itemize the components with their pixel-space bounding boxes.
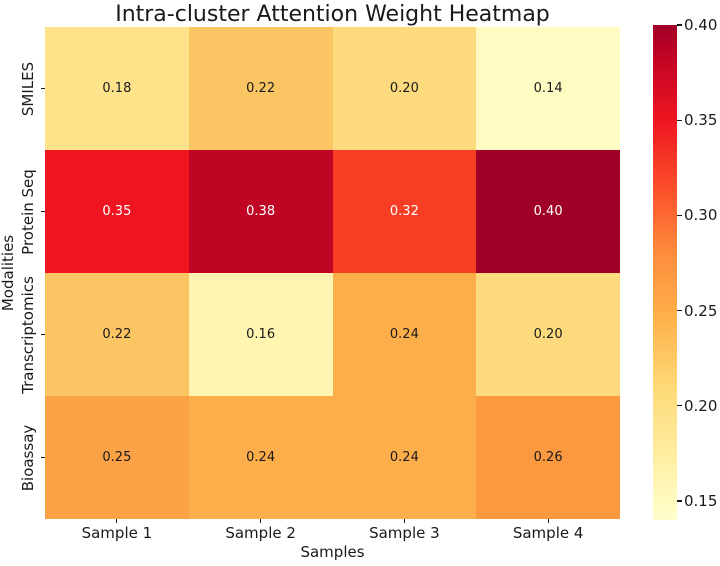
cell-value: 0.32 [389,204,419,219]
heatmap-grid: 0.18 0.22 0.20 0.14 0.35 0.38 0.32 0.40 0.22 0.16… [45,27,620,519]
heatmap-cell: 0.24 [332,273,477,396]
cell-value: 0.20 [389,81,419,96]
cell-value: 0.22 [246,81,276,96]
colorbar-tick-mark [677,214,682,216]
cell-value: 0.18 [102,81,132,96]
heatmap-cell: 0.20 [476,273,620,396]
heatmap-cell: 0.40 [476,150,620,273]
colorbar-tick-mark [677,119,682,121]
heatmap-cell: 0.20 [332,27,477,150]
x-tick-mark [116,519,118,523]
chart-title: Intra-cluster Attention Weight Heatmap [115,2,550,27]
heatmap-cell: 0.24 [188,396,333,519]
heatmap-cell: 0.22 [188,27,333,150]
heatmap-cell: 0.24 [332,396,477,519]
colorbar-tick-label: 0.35 [684,111,718,130]
x-tick-mark [260,519,262,523]
heatmap-cell: 0.38 [188,150,333,273]
x-axis-title: Samples [300,543,365,561]
cell-value: 0.24 [389,450,419,465]
colorbar-tick-mark [677,24,682,26]
cell-value: 0.22 [102,327,132,342]
colorbar-tick-label: 0.25 [684,301,718,320]
heatmap-cell: 0.18 [45,27,189,150]
cell-value: 0.20 [533,327,563,342]
x-tick-label: Sample 2 [225,524,296,542]
heatmap-cell: 0.26 [476,396,620,519]
y-tick-label: Bioassay [19,424,37,491]
x-tick-mark [547,519,549,523]
cell-value: 0.40 [533,204,563,219]
x-tick-label: Sample 1 [81,524,153,542]
cell-value: 0.25 [102,450,132,465]
heatmap-cell: 0.25 [45,396,189,519]
y-tick-mark [41,456,45,459]
y-tick-mark [41,87,45,90]
heatmap-cell: 0.22 [45,273,189,396]
cell-value: 0.24 [246,450,276,465]
x-tick-label: Sample 4 [512,524,584,542]
heatmap-cell: 0.35 [45,150,189,273]
cell-value: 0.26 [533,450,563,465]
cell-value: 0.35 [102,204,132,219]
heatmap-cell: 0.14 [476,27,620,150]
colorbar [653,25,677,520]
colorbar-tick-label: 0.15 [684,491,718,510]
y-tick-mark [41,210,45,213]
colorbar-tick-mark [677,309,682,312]
y-tick-mark [41,333,45,336]
colorbar-tick-label: 0.40 [684,16,718,34]
cell-value: 0.14 [533,81,563,96]
x-tick-label: Sample 3 [369,524,440,542]
heatmap-cell: 0.32 [332,150,477,273]
colorbar-tick-label: 0.20 [684,396,718,415]
colorbar-tick-label: 0.30 [684,206,718,225]
colorbar-tick-mark [677,405,682,407]
cell-value: 0.38 [246,204,276,219]
heatmap-cell: 0.16 [188,273,333,396]
y-tick-label: SMILES [19,61,37,116]
cell-value: 0.24 [389,327,419,342]
cell-value: 0.16 [246,327,276,342]
y-tick-label: Protein Seq [19,168,37,255]
colorbar-tick-mark [677,500,682,502]
y-tick-label: Transcriptomics [19,275,37,394]
x-tick-mark [403,519,405,523]
y-axis-title: Modalities [0,234,17,312]
